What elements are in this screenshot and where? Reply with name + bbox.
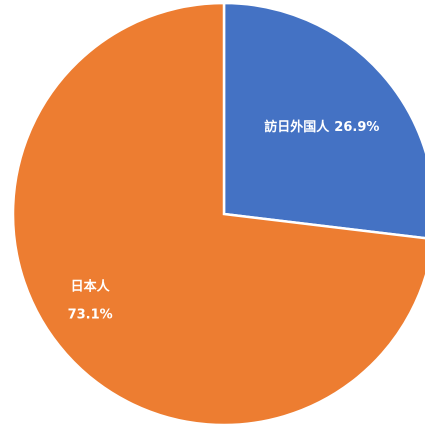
label-value: 26.9% xyxy=(334,120,379,135)
label-value: 73.1% xyxy=(68,307,113,322)
pie-slice xyxy=(222,1,425,240)
label-name: 訪日外国人 xyxy=(264,119,330,135)
pie-slice xyxy=(11,1,425,427)
label-name: 日本人 xyxy=(71,278,111,294)
data-label: 訪日外国人 26.9% xyxy=(264,119,379,135)
